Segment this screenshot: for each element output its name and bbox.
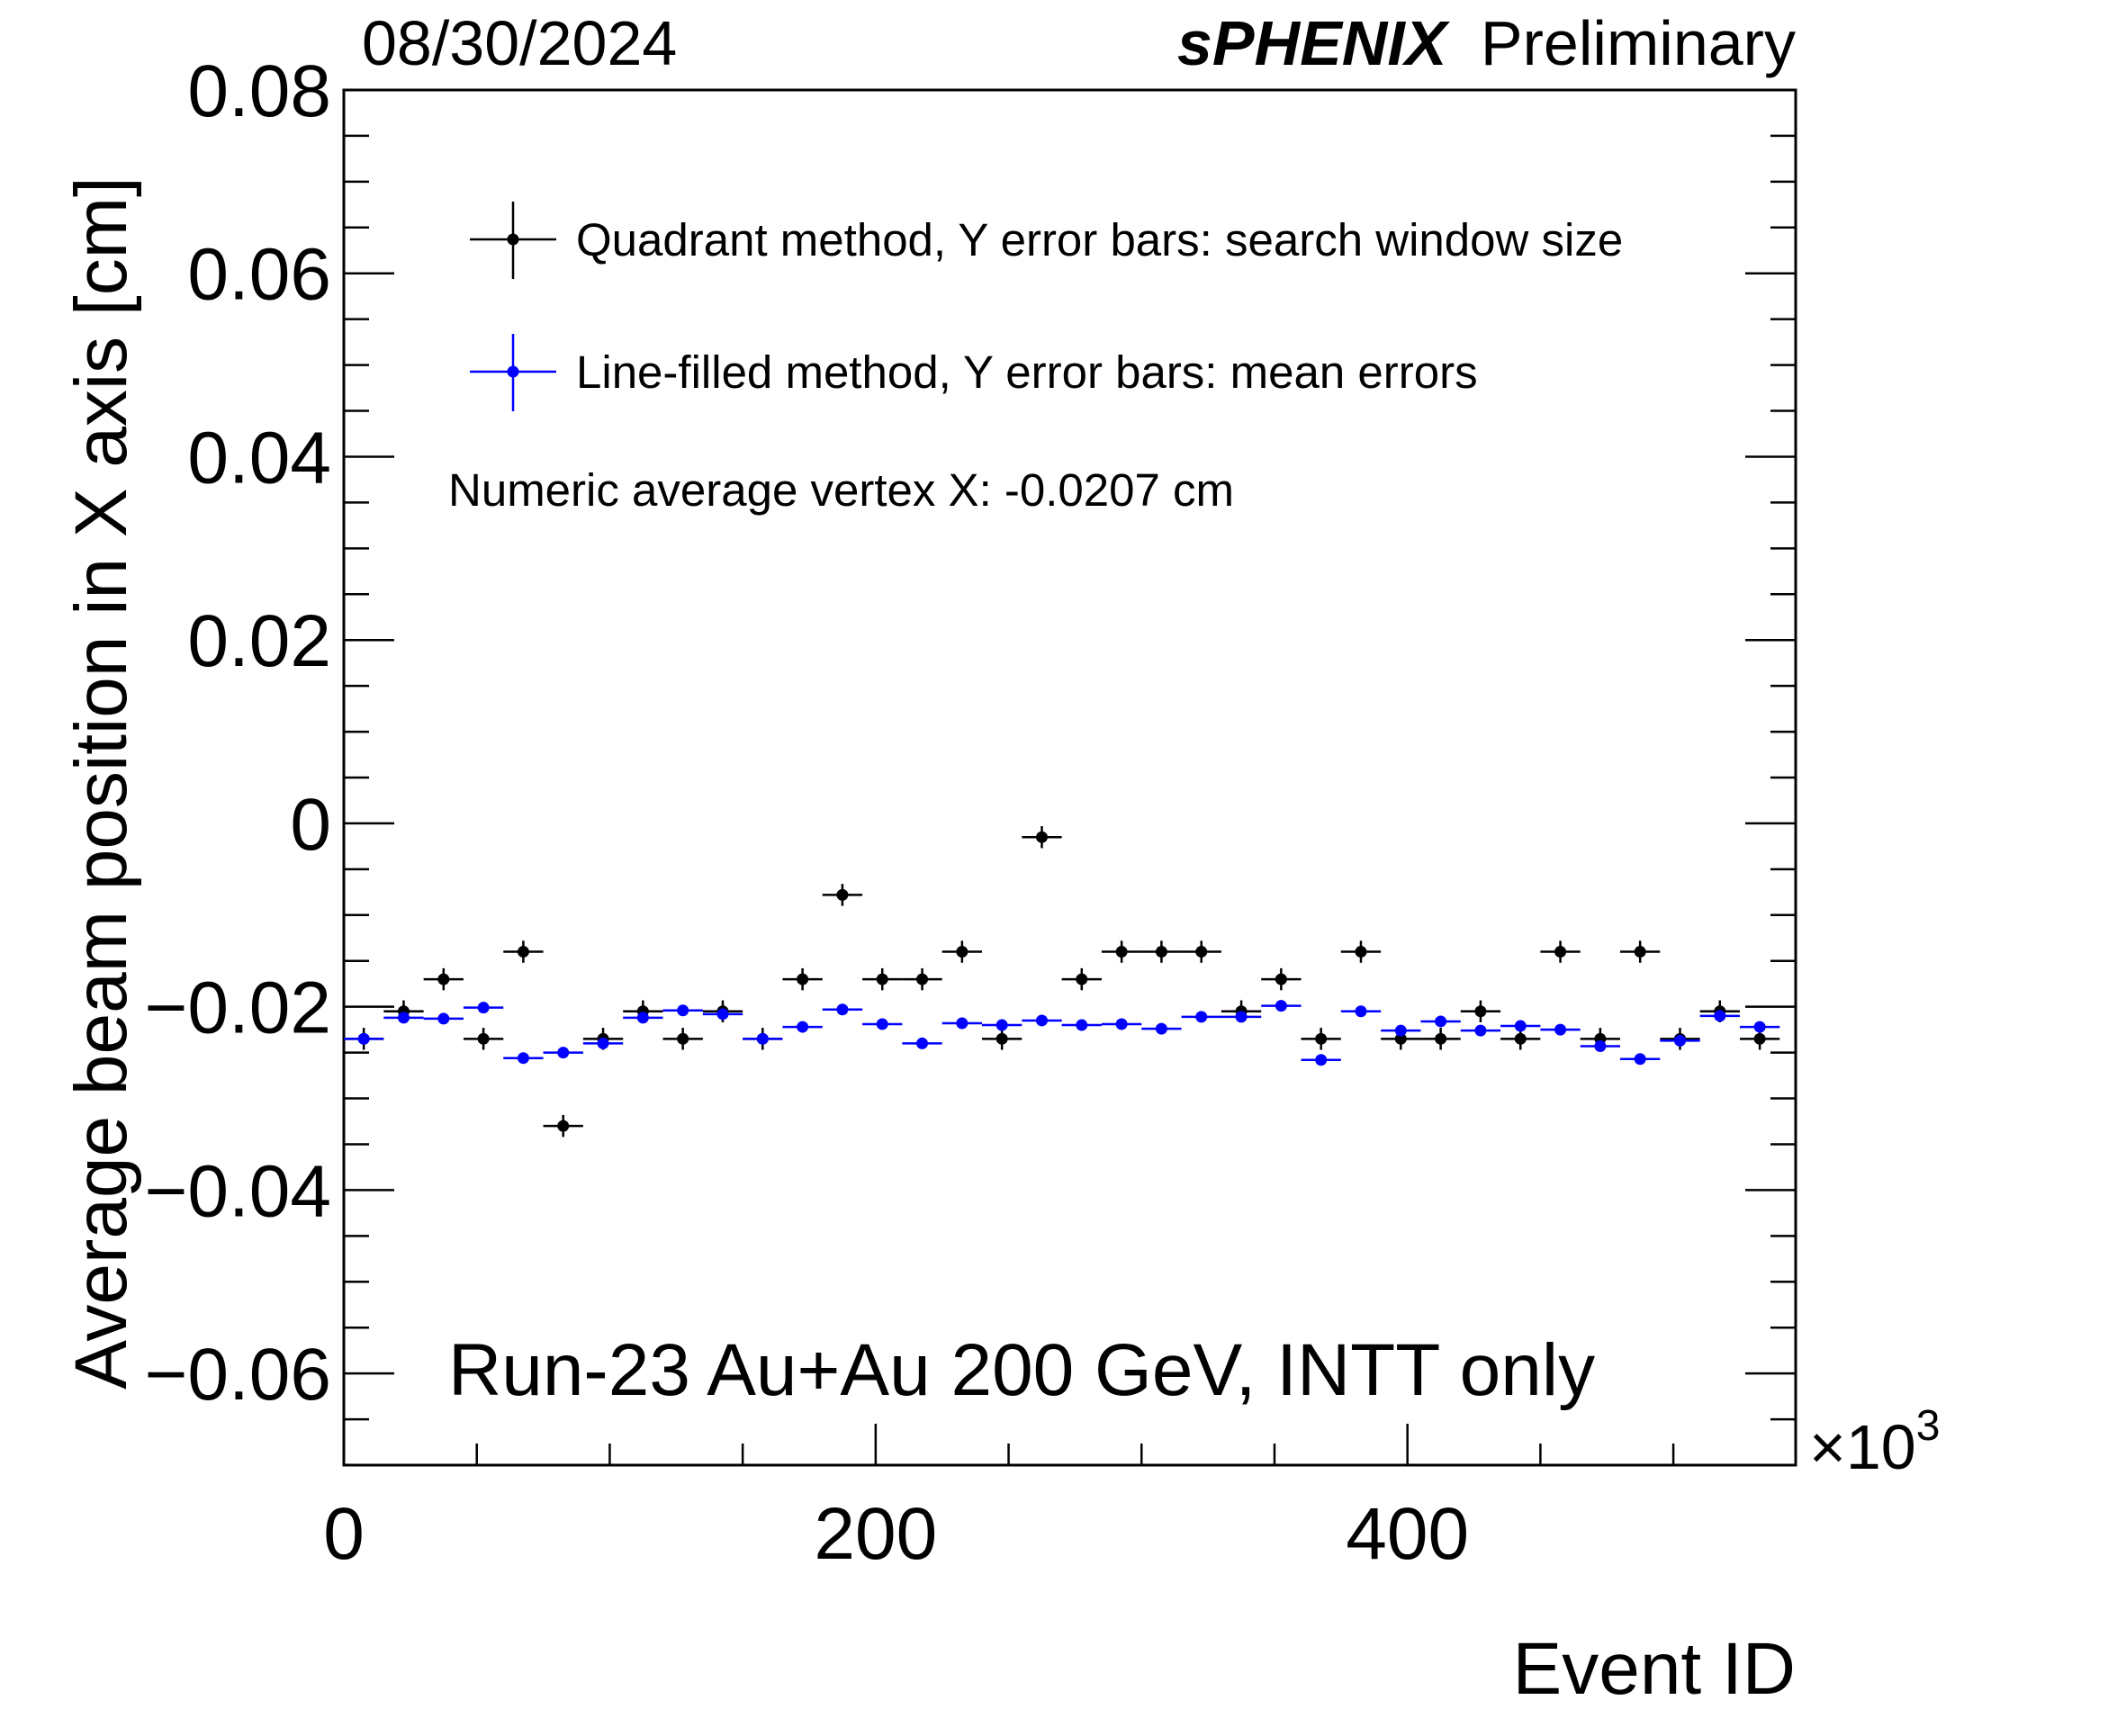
experiment-status: Preliminary [1481,8,1796,78]
data-point [557,1120,570,1132]
data-point [836,888,849,901]
y-axis-title: Average beam position in X axis [cm] [60,176,142,1390]
data-point [677,1032,689,1045]
data-point [1195,946,1208,958]
data-point [1155,1022,1167,1035]
date-label: 08/30/2024 [362,8,677,78]
data-point [797,1021,809,1033]
series-quadrant [344,825,1780,1138]
data-point [1394,1024,1407,1037]
data-point [1315,1054,1328,1066]
data-point [1355,1005,1367,1018]
legend-marker-linefilled [470,334,556,411]
data-point [636,1012,649,1024]
data-point [1275,973,1287,985]
x-tick-label: 200 [814,1493,937,1575]
data-point [876,1018,888,1030]
data-point [1115,1018,1128,1030]
data-point [597,1037,609,1049]
y-tick-label: 0.06 [187,234,331,316]
data-point [517,946,529,958]
y-tick-label: 0.08 [187,50,331,132]
annotation-average-vertex: Numeric average vertex X: -0.0207 cm [448,464,1234,516]
y-tick-label: −0.02 [145,967,331,1049]
axis-ticks [342,88,1796,1467]
x-axis-multiplier-exponent: 3 [1916,1402,1941,1450]
data-point [357,1032,370,1045]
legend-marker-quadrant [470,202,556,279]
legend-label-quadrant: Quadrant method, Y error bars: search wi… [576,214,1623,265]
data-point [1115,946,1128,958]
data-point [1315,1032,1328,1045]
experiment-label: sPHENIX Preliminary [1177,8,1796,78]
data-point [477,1002,490,1014]
data-point [1673,1034,1686,1047]
data-point [1753,1032,1766,1045]
data-point [1594,1039,1607,1052]
data-point [1275,1000,1287,1012]
data-point [477,1032,490,1045]
data-point [916,973,929,985]
x-axis-multiplier-base: ×10 [1809,1412,1916,1482]
plot-frame [342,88,1797,1467]
data-point [1355,946,1367,958]
data-point [1076,1019,1088,1031]
data-point [1514,1032,1527,1045]
data-point [1714,1010,1726,1022]
data-point [995,1032,1008,1045]
data-point [437,973,450,985]
data-point [1634,1053,1646,1066]
data-point [1035,831,1048,843]
y-tick-label: 0 [290,784,331,866]
x-tick-label: 0 [323,1493,365,1575]
data-point [1394,1032,1407,1045]
data-point [876,973,888,985]
data-point [995,1019,1008,1031]
x-axis-title: Event ID [1513,1628,1796,1710]
data-point [1554,1023,1567,1036]
data-point [677,1004,689,1017]
experiment-name: sPHENIX [1177,8,1451,78]
data-point [1554,946,1567,958]
y-tick-label: −0.06 [145,1334,331,1416]
data-point [1634,946,1646,958]
annotation-run-info: Run-23 Au+Au 200 GeV, INTT only [448,1329,1595,1411]
data-point [1195,1011,1208,1023]
legend-label-linefilled: Line-filled method, Y error bars: mean e… [576,346,1478,398]
axis-tick-labels: −0.06 −0.04 −0.02 0 0.02 0.04 0.06 0.08 0 200 400 [145,50,1470,1575]
x-axis-multiplier: ×103 [1809,1402,1940,1482]
data-point [916,1037,929,1049]
data-point [1474,1005,1487,1018]
data-point [1155,946,1167,958]
data-point [836,1003,849,1016]
data-point [1235,1011,1248,1023]
data-point [1076,973,1088,985]
data-point [557,1047,570,1059]
data-point [956,946,968,958]
y-tick-label: 0.02 [187,600,331,682]
data-point [437,1012,450,1025]
y-tick-label: −0.04 [145,1150,331,1232]
data-point [397,1012,410,1024]
data-point [1474,1024,1487,1037]
data-point [1514,1020,1527,1032]
data-point [716,1008,729,1021]
data-point [756,1032,769,1045]
data-point [797,973,809,985]
data-point [517,1052,529,1065]
data-point [1753,1021,1766,1033]
legend: Quadrant method, Y error bars: search wi… [470,202,1623,411]
x-tick-label: 400 [1346,1493,1469,1575]
data-point [956,1017,968,1030]
series-layer [344,825,1780,1138]
data-point [1435,1032,1447,1045]
data-point [1435,1015,1447,1028]
y-tick-label: 0.04 [187,417,331,499]
series-linefilled [344,1000,1780,1066]
data-point [1035,1014,1048,1027]
